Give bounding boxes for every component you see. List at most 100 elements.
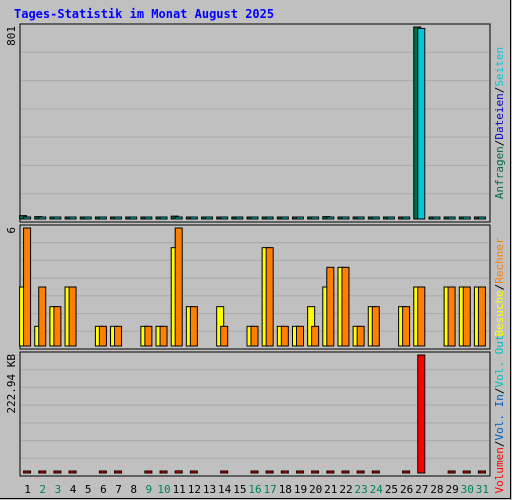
bar-volumen-day-3 [53,470,62,474]
day-label-27: 27 [415,483,428,496]
bar-rechner-day-7 [114,325,123,347]
legend-separator: / [493,388,506,395]
bar-volumen-day-12 [189,470,198,474]
bar-volumen-day-17 [265,470,274,474]
bar-seiten-day-22 [341,216,350,220]
day-label-19: 19 [294,483,307,496]
day-label-20: 20 [309,483,322,496]
y-max-label-volume: 222.94 KB [5,354,18,414]
bar-rechner-day-2 [38,286,47,347]
day-label-15: 15 [233,483,246,496]
legend-besuche: Besuche [493,290,506,336]
bar-rechner-day-9 [144,325,153,347]
bar-volumen-day-20 [311,470,320,474]
day-label-18: 18 [279,483,292,496]
day-label-11: 11 [173,483,186,496]
bar-volumen-day-22 [341,470,350,474]
bar-seiten-day-28 [432,216,441,220]
bar-volumen-day-18 [280,470,289,474]
day-label-12: 12 [188,483,201,496]
day-label-8: 8 [130,483,137,496]
bar-seiten-day-24 [371,216,380,220]
bar-rechner-day-17 [265,247,274,347]
bar-seiten-day-12 [189,216,198,220]
bar-volumen-day-30 [462,470,471,474]
bar-seiten-day-29 [447,216,456,220]
legend-volin: Vol. In [493,394,506,440]
bar-rechner-day-6 [98,325,107,347]
chart-title: Tages-Statistik im Monat August 2025 [14,7,275,21]
bar-volumen-day-6 [98,470,107,474]
bar-volumen-day-31 [477,470,486,474]
bar-seiten-day-2 [38,216,47,220]
bar-seiten-day-6 [98,216,107,220]
bar-rechner-day-11 [174,227,183,347]
day-label-2: 2 [39,483,46,496]
day-label-9: 9 [146,483,153,496]
day-label-5: 5 [85,483,92,496]
day-label-24: 24 [370,483,384,496]
bar-seiten-day-20 [311,216,320,220]
legend-rechner: Rechner [493,237,506,284]
bar-volumen-day-23 [356,470,365,474]
bar-seiten-day-8 [129,216,138,220]
day-label-21: 21 [324,483,337,496]
bar-seiten-day-9 [144,216,153,220]
day-label-6: 6 [100,483,107,496]
legend-anfragen: Anfragen [493,146,506,199]
bar-seiten-day-21 [326,216,335,220]
y-max-label-visits: 6 [5,227,18,234]
day-label-16: 16 [248,483,261,496]
bar-volumen-day-24 [371,470,380,474]
legend-seiten: Seiten [493,47,506,87]
day-label-30: 30 [461,483,474,496]
legend-dateien: Dateien [493,93,506,139]
bar-rechner-day-18 [280,325,289,347]
bar-volumen-day-10 [159,470,168,474]
bar-rechner-day-29 [447,286,456,347]
legend-separator: / [493,87,506,94]
bar-rechner-day-1 [23,227,32,347]
bar-seiten-day-31 [477,216,486,220]
day-label-25: 25 [385,483,398,496]
day-label-23: 23 [355,483,368,496]
bar-volumen-day-16 [250,470,259,474]
panel-hits [19,23,491,223]
bar-rechner-day-22 [341,266,350,347]
bar-rechner-day-31 [477,286,486,347]
day-label-26: 26 [400,483,413,496]
legend-volout: Vol. Out [493,335,506,388]
bar-volumen-day-11 [174,470,183,474]
day-label-28: 28 [430,483,443,496]
bar-seiten-day-1 [23,216,32,220]
bar-rechner-day-24 [371,306,380,347]
bar-rechner-day-27 [417,286,426,347]
bar-seiten-day-4 [68,216,77,220]
bar-seiten-day-14 [220,216,229,220]
bar-seiten-day-10 [159,216,168,220]
bar-seiten-day-26 [402,216,411,220]
bar-volumen-day-9 [144,470,153,474]
day-label-7: 7 [115,483,122,496]
bar-rechner-day-30 [462,286,471,347]
panel-volume [19,351,491,477]
bar-volumen-day-19 [295,470,304,474]
bar-seiten-day-16 [250,216,259,220]
day-label-22: 22 [339,483,352,496]
bar-rechner-day-12 [189,306,198,347]
bar-rechner-day-21 [326,266,335,347]
y-max-label-hits: 801 [5,26,18,46]
bar-volumen-day-2 [38,470,47,474]
bar-volumen-day-7 [114,470,123,474]
day-label-13: 13 [203,483,216,496]
bar-volumen-day-29 [447,470,456,474]
bar-volumen-day-4 [68,470,77,474]
bar-rechner-day-19 [295,325,304,347]
legend-separator: / [493,140,506,147]
bar-seiten-day-13 [205,216,214,220]
legend-volumen: Volumen [493,447,506,493]
bar-volumen-day-14 [220,470,229,474]
bar-seiten-day-30 [462,216,471,220]
bar-seiten-day-19 [295,216,304,220]
